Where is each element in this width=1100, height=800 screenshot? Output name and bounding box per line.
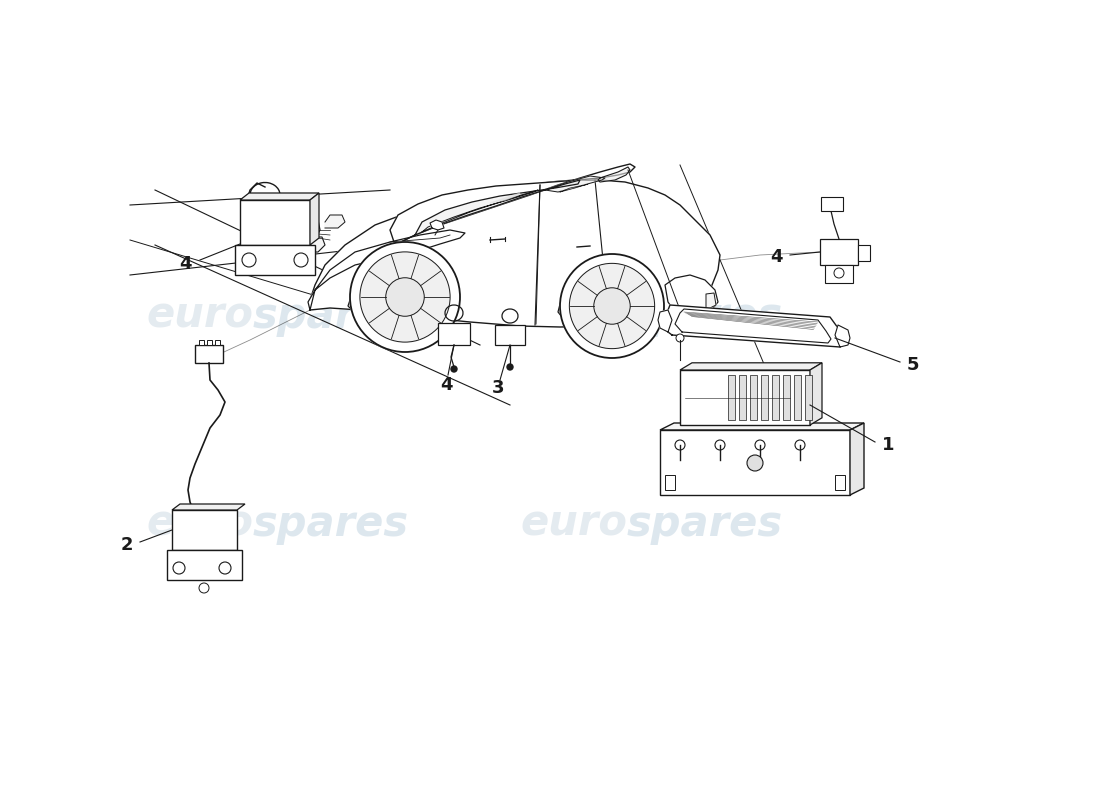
- Bar: [858, 245, 870, 261]
- Text: 2: 2: [121, 536, 133, 554]
- Circle shape: [715, 440, 725, 450]
- Text: euro: euro: [146, 503, 253, 545]
- Text: 4: 4: [770, 248, 783, 266]
- Circle shape: [834, 268, 844, 278]
- Text: euro: euro: [520, 503, 627, 545]
- Bar: [794, 375, 801, 420]
- Polygon shape: [544, 176, 605, 192]
- Bar: [438, 323, 470, 345]
- Circle shape: [242, 253, 256, 267]
- Polygon shape: [422, 190, 538, 232]
- Polygon shape: [430, 220, 444, 230]
- Polygon shape: [240, 193, 319, 200]
- Bar: [207, 340, 212, 345]
- Polygon shape: [415, 180, 580, 235]
- Bar: [835, 475, 845, 490]
- Circle shape: [676, 334, 684, 342]
- Bar: [728, 375, 735, 420]
- Bar: [821, 197, 843, 211]
- Circle shape: [747, 455, 763, 471]
- Circle shape: [594, 288, 630, 324]
- Polygon shape: [324, 215, 345, 228]
- Bar: [235, 245, 315, 275]
- Bar: [167, 550, 242, 580]
- Polygon shape: [598, 167, 630, 182]
- Bar: [761, 375, 768, 420]
- Bar: [680, 370, 810, 425]
- Polygon shape: [658, 310, 672, 332]
- Circle shape: [755, 440, 764, 450]
- Polygon shape: [307, 237, 324, 252]
- Circle shape: [451, 366, 456, 372]
- Circle shape: [560, 254, 664, 358]
- Bar: [214, 340, 220, 345]
- Text: spares: spares: [627, 503, 783, 545]
- Bar: [495, 325, 525, 345]
- Polygon shape: [666, 275, 718, 316]
- Polygon shape: [172, 504, 245, 510]
- Bar: [772, 375, 779, 420]
- Polygon shape: [300, 215, 320, 275]
- Polygon shape: [310, 193, 319, 245]
- Circle shape: [570, 263, 654, 349]
- Polygon shape: [310, 180, 720, 327]
- Bar: [172, 510, 236, 550]
- Text: 3: 3: [492, 379, 504, 397]
- Circle shape: [219, 562, 231, 574]
- Bar: [783, 375, 790, 420]
- Bar: [199, 340, 204, 345]
- Text: euro: euro: [146, 295, 253, 337]
- Bar: [660, 430, 850, 495]
- Polygon shape: [558, 286, 663, 326]
- Bar: [825, 265, 852, 283]
- Text: 4: 4: [179, 255, 192, 273]
- Polygon shape: [660, 423, 864, 430]
- Bar: [240, 200, 310, 245]
- Text: euro: euro: [520, 295, 627, 337]
- Bar: [666, 475, 675, 490]
- Circle shape: [173, 562, 185, 574]
- Bar: [195, 345, 223, 363]
- Text: spares: spares: [627, 295, 783, 337]
- Circle shape: [507, 364, 513, 370]
- Text: 5: 5: [908, 356, 920, 374]
- Polygon shape: [810, 363, 822, 425]
- Text: 1: 1: [882, 436, 894, 454]
- Bar: [739, 375, 746, 420]
- Circle shape: [795, 440, 805, 450]
- Bar: [750, 375, 757, 420]
- Text: spares: spares: [253, 295, 409, 337]
- Circle shape: [294, 253, 308, 267]
- Polygon shape: [850, 423, 864, 495]
- Circle shape: [350, 242, 460, 352]
- Bar: [805, 375, 812, 420]
- Text: 4: 4: [440, 376, 452, 394]
- Bar: [820, 239, 858, 265]
- Polygon shape: [835, 325, 850, 347]
- Circle shape: [360, 252, 450, 342]
- Polygon shape: [560, 184, 588, 192]
- Polygon shape: [675, 309, 830, 343]
- Polygon shape: [490, 193, 520, 203]
- Circle shape: [386, 278, 425, 316]
- Polygon shape: [390, 164, 635, 245]
- Polygon shape: [308, 230, 465, 310]
- Polygon shape: [706, 293, 716, 310]
- Polygon shape: [668, 305, 843, 347]
- Circle shape: [675, 440, 685, 450]
- Circle shape: [199, 583, 209, 593]
- Polygon shape: [348, 278, 458, 318]
- Polygon shape: [680, 363, 822, 370]
- Text: spares: spares: [253, 503, 409, 545]
